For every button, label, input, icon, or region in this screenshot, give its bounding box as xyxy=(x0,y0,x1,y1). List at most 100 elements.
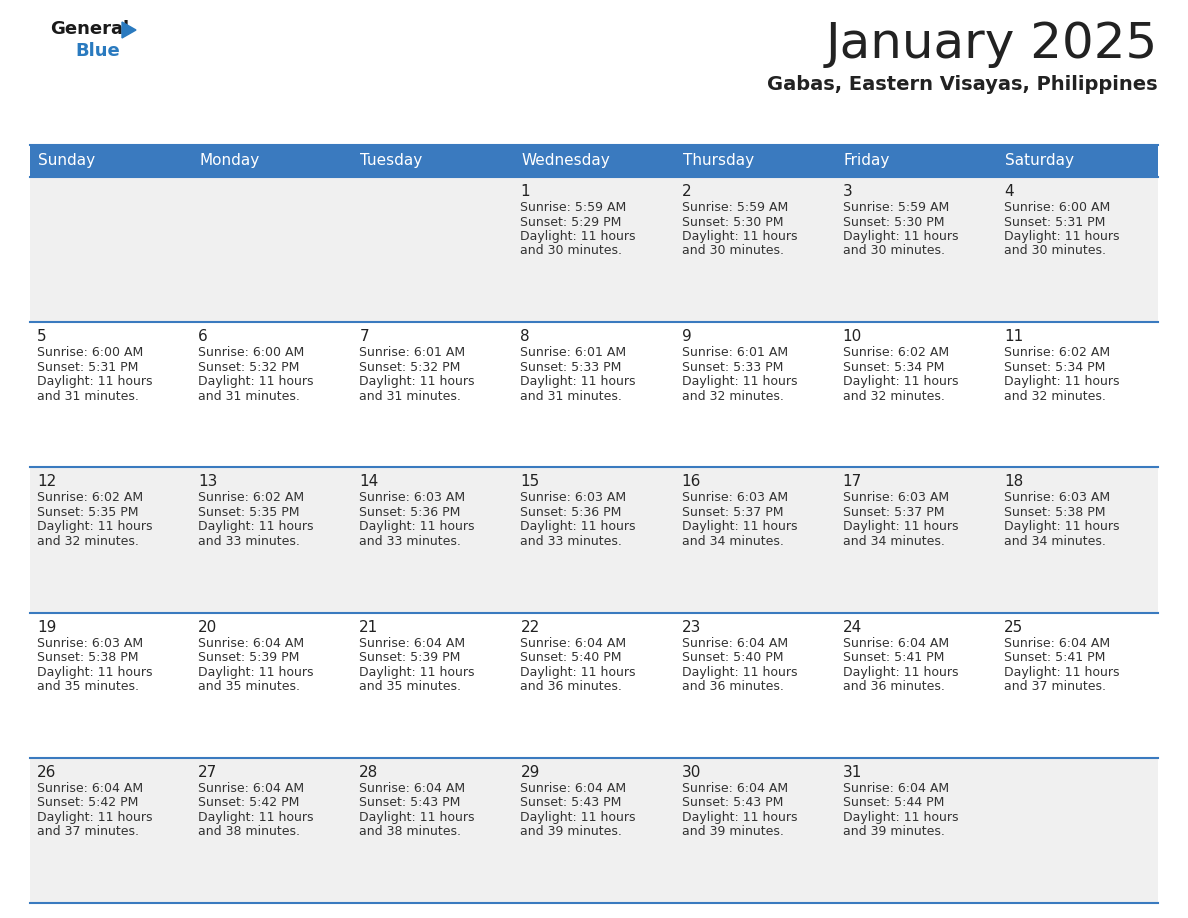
Text: Sunset: 5:43 PM: Sunset: 5:43 PM xyxy=(520,796,621,810)
Text: and 34 minutes.: and 34 minutes. xyxy=(1004,535,1106,548)
Bar xyxy=(30,757,1158,903)
Text: 19: 19 xyxy=(37,620,56,634)
Text: and 30 minutes.: and 30 minutes. xyxy=(520,244,623,258)
Text: 17: 17 xyxy=(842,475,862,489)
Text: Sunset: 5:39 PM: Sunset: 5:39 PM xyxy=(198,651,299,664)
Text: Daylight: 11 hours: Daylight: 11 hours xyxy=(842,666,959,678)
Bar xyxy=(30,467,1158,612)
Text: Sunrise: 6:03 AM: Sunrise: 6:03 AM xyxy=(359,491,466,504)
Text: Daylight: 11 hours: Daylight: 11 hours xyxy=(682,230,797,243)
Text: Blue: Blue xyxy=(75,42,120,60)
Text: Sunset: 5:42 PM: Sunset: 5:42 PM xyxy=(37,796,138,810)
Text: and 31 minutes.: and 31 minutes. xyxy=(37,390,139,403)
Text: Sunset: 5:31 PM: Sunset: 5:31 PM xyxy=(37,361,138,374)
Text: Daylight: 11 hours: Daylight: 11 hours xyxy=(359,521,475,533)
Text: Daylight: 11 hours: Daylight: 11 hours xyxy=(682,666,797,678)
Text: Daylight: 11 hours: Daylight: 11 hours xyxy=(1004,521,1119,533)
Text: Sunrise: 6:02 AM: Sunrise: 6:02 AM xyxy=(842,346,949,359)
Text: and 31 minutes.: and 31 minutes. xyxy=(359,390,461,403)
Text: Daylight: 11 hours: Daylight: 11 hours xyxy=(359,375,475,388)
Text: Daylight: 11 hours: Daylight: 11 hours xyxy=(198,666,314,678)
Text: 5: 5 xyxy=(37,330,46,344)
Text: General: General xyxy=(50,20,129,38)
Text: Daylight: 11 hours: Daylight: 11 hours xyxy=(520,666,636,678)
Text: Daylight: 11 hours: Daylight: 11 hours xyxy=(520,230,636,243)
Text: Sunrise: 6:01 AM: Sunrise: 6:01 AM xyxy=(682,346,788,359)
Text: Sunrise: 6:04 AM: Sunrise: 6:04 AM xyxy=(520,782,626,795)
Text: Sunrise: 6:04 AM: Sunrise: 6:04 AM xyxy=(37,782,143,795)
Text: Sunset: 5:35 PM: Sunset: 5:35 PM xyxy=(37,506,139,519)
Text: Daylight: 11 hours: Daylight: 11 hours xyxy=(842,375,959,388)
Text: 31: 31 xyxy=(842,765,862,779)
Text: Sunrise: 6:04 AM: Sunrise: 6:04 AM xyxy=(359,782,466,795)
Text: Daylight: 11 hours: Daylight: 11 hours xyxy=(37,521,152,533)
Text: 7: 7 xyxy=(359,330,369,344)
Text: Sunset: 5:40 PM: Sunset: 5:40 PM xyxy=(520,651,623,664)
Text: and 30 minutes.: and 30 minutes. xyxy=(842,244,944,258)
Text: Daylight: 11 hours: Daylight: 11 hours xyxy=(37,375,152,388)
Text: Sunset: 5:34 PM: Sunset: 5:34 PM xyxy=(842,361,944,374)
Text: Friday: Friday xyxy=(843,153,890,169)
Text: Sunset: 5:32 PM: Sunset: 5:32 PM xyxy=(198,361,299,374)
Text: and 35 minutes.: and 35 minutes. xyxy=(198,680,301,693)
Text: Sunset: 5:33 PM: Sunset: 5:33 PM xyxy=(520,361,621,374)
Text: and 36 minutes.: and 36 minutes. xyxy=(842,680,944,693)
Text: and 34 minutes.: and 34 minutes. xyxy=(682,535,783,548)
Text: Sunrise: 6:04 AM: Sunrise: 6:04 AM xyxy=(359,636,466,650)
Text: 21: 21 xyxy=(359,620,379,634)
Text: and 33 minutes.: and 33 minutes. xyxy=(520,535,623,548)
Text: Sunrise: 6:04 AM: Sunrise: 6:04 AM xyxy=(198,636,304,650)
Text: Sunrise: 6:02 AM: Sunrise: 6:02 AM xyxy=(198,491,304,504)
Text: and 31 minutes.: and 31 minutes. xyxy=(520,390,623,403)
Text: Daylight: 11 hours: Daylight: 11 hours xyxy=(198,521,314,533)
Text: Monday: Monday xyxy=(200,153,259,169)
Text: Sunset: 5:43 PM: Sunset: 5:43 PM xyxy=(359,796,461,810)
Text: Sunrise: 6:04 AM: Sunrise: 6:04 AM xyxy=(842,636,949,650)
Text: Sunrise: 5:59 AM: Sunrise: 5:59 AM xyxy=(842,201,949,214)
Text: Daylight: 11 hours: Daylight: 11 hours xyxy=(842,230,959,243)
Text: Sunset: 5:36 PM: Sunset: 5:36 PM xyxy=(359,506,461,519)
Text: Sunset: 5:30 PM: Sunset: 5:30 PM xyxy=(842,216,944,229)
Text: Sunrise: 6:04 AM: Sunrise: 6:04 AM xyxy=(842,782,949,795)
Text: Daylight: 11 hours: Daylight: 11 hours xyxy=(520,521,636,533)
Text: Sunrise: 6:00 AM: Sunrise: 6:00 AM xyxy=(37,346,144,359)
Text: 8: 8 xyxy=(520,330,530,344)
Text: Daylight: 11 hours: Daylight: 11 hours xyxy=(682,811,797,823)
Text: Sunset: 5:41 PM: Sunset: 5:41 PM xyxy=(842,651,944,664)
Text: 1: 1 xyxy=(520,184,530,199)
Text: Sunrise: 6:00 AM: Sunrise: 6:00 AM xyxy=(1004,201,1110,214)
Text: and 35 minutes.: and 35 minutes. xyxy=(359,680,461,693)
Text: Sunrise: 5:59 AM: Sunrise: 5:59 AM xyxy=(682,201,788,214)
Text: 6: 6 xyxy=(198,330,208,344)
Text: Sunrise: 6:00 AM: Sunrise: 6:00 AM xyxy=(198,346,304,359)
Text: 4: 4 xyxy=(1004,184,1013,199)
Text: 2: 2 xyxy=(682,184,691,199)
Text: Sunset: 5:39 PM: Sunset: 5:39 PM xyxy=(359,651,461,664)
Text: Sunrise: 6:04 AM: Sunrise: 6:04 AM xyxy=(1004,636,1110,650)
Text: Sunset: 5:32 PM: Sunset: 5:32 PM xyxy=(359,361,461,374)
Text: Sunrise: 6:01 AM: Sunrise: 6:01 AM xyxy=(359,346,466,359)
Text: Daylight: 11 hours: Daylight: 11 hours xyxy=(37,811,152,823)
Text: and 34 minutes.: and 34 minutes. xyxy=(842,535,944,548)
Text: Sunset: 5:30 PM: Sunset: 5:30 PM xyxy=(682,216,783,229)
Bar xyxy=(30,322,1158,467)
Text: 26: 26 xyxy=(37,765,56,779)
Text: 13: 13 xyxy=(198,475,217,489)
Text: Sunset: 5:38 PM: Sunset: 5:38 PM xyxy=(1004,506,1105,519)
Text: Sunrise: 5:59 AM: Sunrise: 5:59 AM xyxy=(520,201,627,214)
Polygon shape xyxy=(122,22,135,38)
Text: and 37 minutes.: and 37 minutes. xyxy=(37,825,139,838)
Text: Sunset: 5:44 PM: Sunset: 5:44 PM xyxy=(842,796,944,810)
Text: and 38 minutes.: and 38 minutes. xyxy=(359,825,461,838)
Text: Daylight: 11 hours: Daylight: 11 hours xyxy=(359,811,475,823)
Text: Tuesday: Tuesday xyxy=(360,153,423,169)
Text: Sunrise: 6:03 AM: Sunrise: 6:03 AM xyxy=(842,491,949,504)
Text: 29: 29 xyxy=(520,765,539,779)
Text: Daylight: 11 hours: Daylight: 11 hours xyxy=(682,375,797,388)
Bar xyxy=(30,612,1158,757)
Text: Sunset: 5:35 PM: Sunset: 5:35 PM xyxy=(198,506,299,519)
Text: 28: 28 xyxy=(359,765,379,779)
Text: Sunrise: 6:04 AM: Sunrise: 6:04 AM xyxy=(682,636,788,650)
Text: Sunset: 5:34 PM: Sunset: 5:34 PM xyxy=(1004,361,1105,374)
Text: Daylight: 11 hours: Daylight: 11 hours xyxy=(1004,230,1119,243)
